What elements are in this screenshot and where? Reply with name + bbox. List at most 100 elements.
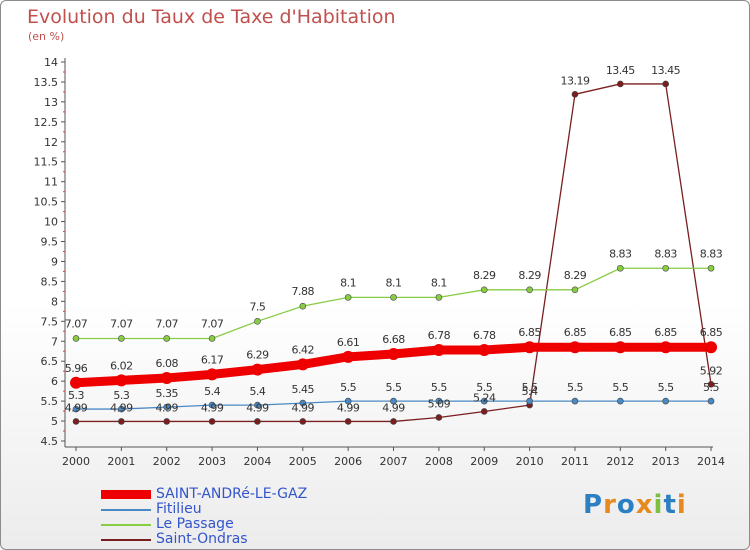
y-tick-label: 5.5 [41, 395, 59, 408]
data-point [617, 397, 624, 405]
data-label: 5.5 [703, 381, 719, 394]
data-label: 13.45 [651, 64, 680, 77]
data-label: 5.5 [386, 381, 402, 394]
data-label: 6.42 [292, 343, 315, 356]
y-tick-label: 11.5 [34, 156, 59, 169]
x-tick-label: 2000 [62, 455, 90, 468]
data-label: 5.5 [431, 381, 447, 394]
y-tick-label: 14 [44, 56, 58, 69]
legend-label: Le Passage [156, 516, 234, 532]
data-point [526, 286, 533, 294]
legend-label: SAINT-ANDRé-LE-GAZ [156, 486, 308, 502]
x-tick-label: 2006 [334, 455, 362, 468]
data-label: 7.5 [249, 300, 265, 313]
data-label: 8.29 [518, 269, 541, 282]
x-tick-label: 2010 [516, 455, 544, 468]
data-point [523, 341, 536, 354]
data-label: 5.3 [113, 389, 129, 402]
data-point [571, 286, 579, 294]
data-point [163, 335, 171, 342]
data-label: 4.99 [382, 401, 405, 414]
y-tick-label: 11 [44, 176, 58, 189]
y-tick-label: 13.5 [34, 76, 59, 89]
data-label: 5.35 [155, 387, 178, 400]
data-point [432, 344, 445, 357]
data-label: 13.45 [606, 64, 635, 77]
proxiti-logo: Proxiti [583, 490, 687, 520]
data-label: 5.09 [428, 397, 451, 410]
data-point [526, 397, 533, 405]
data-label: 5.92 [700, 364, 723, 377]
data-label: 6.85 [654, 326, 677, 339]
data-point [208, 335, 216, 342]
data-label: 6.78 [473, 329, 496, 342]
data-label: 6.85 [609, 326, 632, 339]
data-point [344, 418, 352, 425]
logo-letter: P [583, 490, 604, 520]
data-label: 4.99 [110, 401, 133, 414]
data-label: 5.5 [612, 381, 628, 394]
data-point [617, 264, 624, 272]
data-point [299, 418, 307, 425]
data-point [299, 399, 307, 407]
data-label: 4.99 [337, 401, 360, 414]
data-point [296, 358, 309, 371]
y-tick-label: 13 [44, 96, 58, 109]
x-tick-label: 2004 [243, 455, 271, 468]
data-point [344, 294, 352, 301]
y-tick-label: 6 [51, 375, 58, 388]
data-point [72, 405, 80, 413]
data-label: 8.83 [654, 247, 677, 260]
data-label: 7.07 [201, 317, 224, 330]
y-tick-label: 9 [51, 255, 58, 268]
logo-letter: i [676, 490, 687, 520]
data-point [707, 397, 715, 405]
data-point [254, 401, 261, 409]
data-point [206, 368, 219, 381]
logo-letter: x [635, 490, 654, 520]
data-label: 6.61 [337, 336, 360, 349]
data-label: 8.83 [609, 247, 632, 260]
data-label: 6.85 [564, 326, 587, 339]
logo-letter: r [603, 490, 617, 520]
data-label: 8.1 [431, 276, 447, 289]
data-point [568, 341, 581, 354]
data-label: 5.4 [522, 385, 538, 398]
data-label: 8.1 [340, 276, 356, 289]
data-point [344, 397, 352, 405]
legend-swatch [101, 524, 151, 526]
data-point [118, 418, 125, 425]
data-label: 4.99 [246, 401, 269, 414]
data-point [480, 397, 488, 405]
y-tick-label: 12 [44, 136, 58, 149]
data-label: 5.5 [522, 381, 538, 394]
data-label: 8.29 [564, 269, 587, 282]
data-point [478, 344, 491, 357]
legend-swatch [101, 539, 151, 541]
data-point [115, 374, 128, 387]
data-point [707, 381, 715, 388]
x-tick-label: 2008 [425, 455, 453, 468]
x-tick-label: 2013 [652, 455, 680, 468]
data-label: 6.85 [700, 326, 723, 339]
data-point [480, 408, 488, 415]
data-label: 7.07 [110, 317, 133, 330]
data-label: 6.78 [428, 329, 451, 342]
y-tick-label: 8 [51, 295, 58, 308]
data-label: 5.45 [292, 383, 315, 396]
data-point [571, 397, 579, 405]
data-point [163, 418, 171, 425]
data-point [208, 418, 216, 425]
logo-letter: i [653, 490, 664, 520]
data-point [72, 335, 80, 342]
y-tick-label: 6.5 [41, 355, 59, 368]
data-label: 5.4 [204, 385, 220, 398]
y-tick-label: 8.5 [41, 275, 59, 288]
data-label: 7.07 [65, 317, 88, 330]
chart-title: Evolution du Taux de Taxe d'Habitation [27, 6, 396, 28]
logo-letter: t [663, 490, 677, 520]
data-point [208, 401, 216, 409]
x-tick-label: 2001 [107, 455, 135, 468]
data-point [299, 302, 307, 310]
